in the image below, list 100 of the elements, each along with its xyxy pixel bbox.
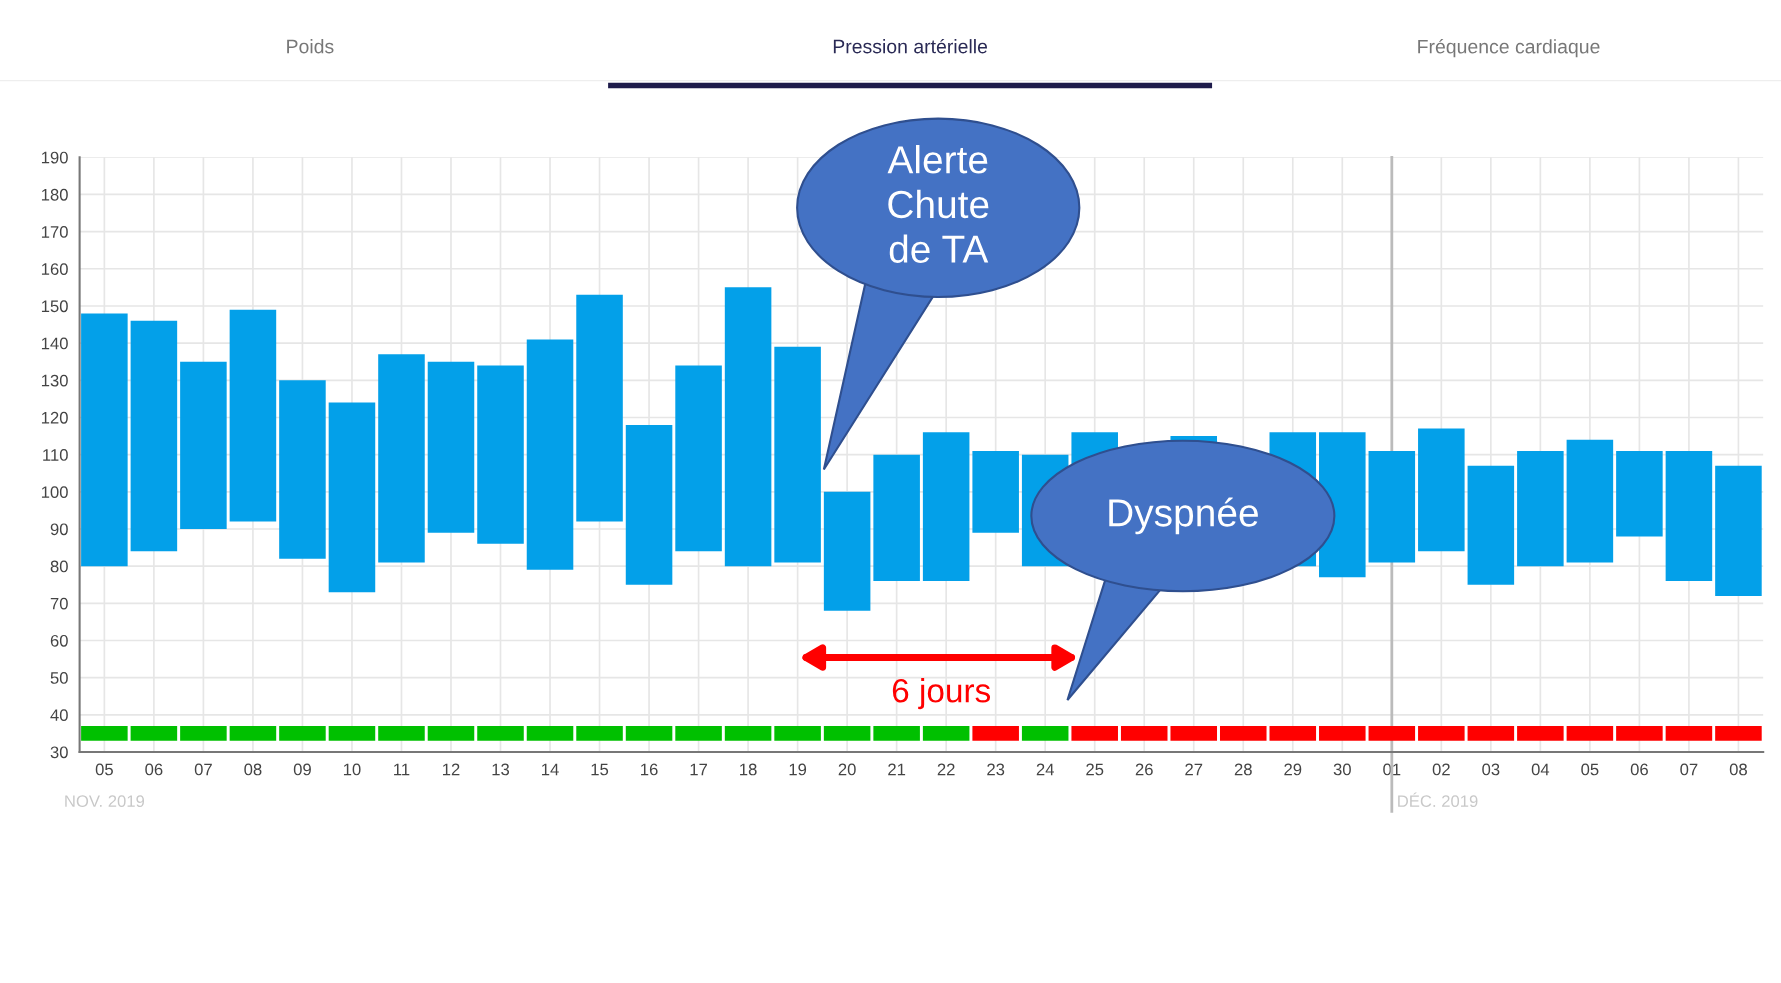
x-tick-label: 04 <box>1531 763 1550 776</box>
bar <box>328 725 376 741</box>
bar <box>1120 725 1168 741</box>
bar <box>1170 725 1218 741</box>
bar <box>1665 450 1713 582</box>
x-tick-label: 05 <box>1581 763 1599 776</box>
bar <box>328 402 376 593</box>
x-tick-label: 18 <box>740 763 757 776</box>
bar <box>1715 465 1762 596</box>
y-tick-label: 120 <box>41 411 68 424</box>
x-tick-label: 20 <box>838 763 856 776</box>
x-tick-label: 11 <box>394 763 410 776</box>
bar <box>526 339 574 570</box>
bar <box>1269 725 1317 741</box>
bar <box>1467 725 1515 741</box>
x-tick-label: 10 <box>343 763 361 776</box>
x-tick-label: 06 <box>145 763 163 776</box>
bar <box>130 725 178 741</box>
y-tick-label: 190 <box>41 151 68 164</box>
bar <box>922 725 970 741</box>
bar <box>823 491 871 611</box>
y-tick-label: 60 <box>50 634 68 647</box>
x-tick-label: 21 <box>888 763 906 776</box>
bar <box>130 320 178 552</box>
bar <box>922 432 970 582</box>
x-tick-label: 13 <box>492 763 510 776</box>
y-tick-label: 80 <box>50 560 68 573</box>
bar <box>81 313 128 567</box>
x-tick-label: 07 <box>1680 763 1698 776</box>
x-tick-label: 12 <box>442 763 460 776</box>
y-tick-label: 110 <box>43 449 68 461</box>
bar <box>427 725 475 741</box>
bar <box>1616 450 1663 537</box>
text: Fréquence cardiaque <box>1418 38 1600 58</box>
bar <box>1021 725 1069 741</box>
bar <box>180 361 227 529</box>
x-tick-label: 08 <box>244 763 262 776</box>
bar <box>1368 450 1416 563</box>
x-tick-label: 06 <box>1630 763 1648 776</box>
y-tick-label: 170 <box>41 226 68 238</box>
y-tick-label: 150 <box>41 300 68 313</box>
x-tick-label: 01 <box>1383 763 1401 776</box>
bar <box>279 380 326 559</box>
bar <box>81 725 128 741</box>
bar <box>625 725 673 741</box>
bar <box>427 361 475 533</box>
bar <box>1566 725 1614 741</box>
bar <box>229 309 277 522</box>
x-tick-label: 30 <box>1333 763 1351 776</box>
x-tick-label: 08 <box>1729 763 1747 776</box>
bar <box>774 725 821 741</box>
bar <box>724 287 772 567</box>
x-tick-label: 02 <box>1432 763 1450 776</box>
x-tick-label: 07 <box>194 763 212 776</box>
y-tick-label: 70 <box>50 597 68 610</box>
bar <box>675 725 722 741</box>
bar <box>625 424 673 585</box>
x-tick-label: 15 <box>591 763 609 776</box>
x-tick-label: 05 <box>95 763 113 776</box>
y-tick-label: 130 <box>41 374 68 387</box>
bar <box>1665 725 1713 741</box>
x-tick-label: 17 <box>690 763 708 776</box>
x-tick-label: 25 <box>1086 763 1104 776</box>
bar <box>1566 439 1614 563</box>
bar <box>1368 725 1416 741</box>
bar <box>1467 465 1515 585</box>
bar <box>180 725 227 741</box>
bar <box>1418 725 1465 741</box>
bar <box>1219 725 1267 741</box>
bar <box>1319 725 1366 741</box>
x-tick-label: 28 <box>1234 763 1252 776</box>
bar <box>823 725 871 741</box>
bar <box>1517 725 1564 741</box>
bar <box>1418 428 1465 552</box>
x-tick-label: 23 <box>987 763 1005 776</box>
y-tick-label: 160 <box>41 263 68 275</box>
bar <box>526 725 574 741</box>
bar <box>873 725 920 741</box>
bar <box>279 725 326 741</box>
y-tick-label: 50 <box>50 672 68 684</box>
text: Poids <box>287 39 334 54</box>
bar <box>576 725 623 741</box>
y-tick-label: 100 <box>41 486 68 499</box>
x-tick-label: 27 <box>1185 763 1203 776</box>
x-tick-label: 24 <box>1036 763 1054 776</box>
bar <box>378 354 425 563</box>
bar <box>1715 725 1762 741</box>
bar <box>724 725 772 741</box>
y-tick-label: 90 <box>50 523 68 536</box>
y-tick-label: 140 <box>41 337 68 350</box>
bar <box>477 365 524 544</box>
x-tick-label: 09 <box>293 763 311 776</box>
x-tick-label: 22 <box>937 763 955 776</box>
bar <box>675 365 722 552</box>
bar <box>576 294 623 522</box>
bar <box>1071 725 1118 741</box>
x-tick-label: 14 <box>542 763 559 776</box>
x-tick-label: 16 <box>641 763 658 776</box>
bar <box>972 725 1019 741</box>
y-tick-label: 30 <box>50 746 68 759</box>
